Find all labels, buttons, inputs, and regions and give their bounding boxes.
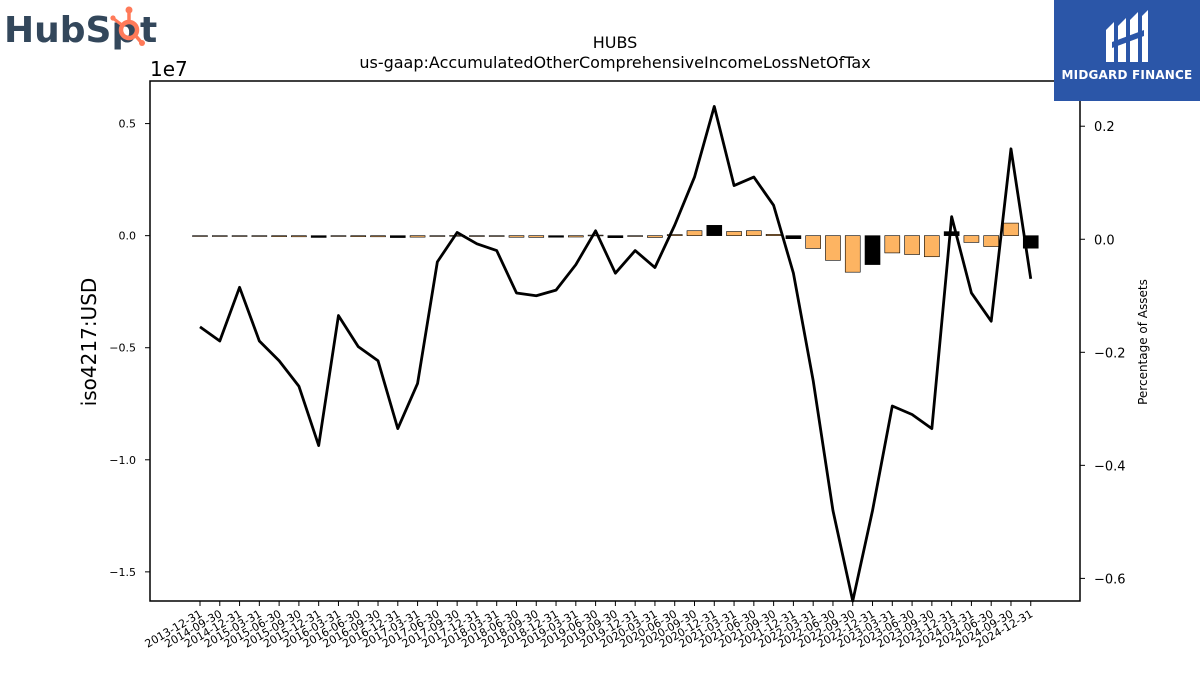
midgard-finance-logo: MIDGARD FINANCE [1054, 0, 1200, 101]
bar [291, 235, 307, 238]
y-tick-label: 0.5 [119, 118, 137, 131]
bar [488, 235, 505, 237]
bar [904, 235, 920, 255]
bar [825, 235, 841, 261]
bar [924, 235, 940, 258]
bar [805, 235, 821, 249]
hubspot-logo: HubSp t [4, 6, 157, 51]
chart-subtitle: us-gaap:AccumulatedOtherComprehensiveInc… [359, 53, 870, 72]
y2-tick-label: 0.0 [1094, 233, 1115, 248]
bar [726, 231, 742, 236]
y2-tick-label: −0.6 [1094, 572, 1126, 587]
bar [765, 234, 782, 236]
bar [429, 235, 446, 237]
bar [983, 235, 1000, 247]
bar [607, 235, 624, 238]
bar [370, 235, 386, 238]
bar [785, 235, 802, 239]
midgard-emblem-icon [1106, 10, 1148, 62]
bar [508, 235, 525, 238]
svg-text:t: t [140, 10, 157, 51]
y2-tick-label: −0.4 [1094, 459, 1126, 474]
bar [568, 235, 584, 238]
bar [627, 235, 643, 237]
midgard-finance-text: MIDGARD FINANCE [1061, 68, 1193, 82]
y-tick-label: −0.5 [109, 342, 136, 355]
bar [251, 235, 268, 237]
bar [864, 235, 881, 265]
bar [706, 225, 723, 236]
bar [647, 235, 663, 238]
bar [1003, 222, 1019, 236]
line-layer [199, 105, 1033, 603]
y-scale-label: 1e7 [150, 57, 188, 81]
y2-tick-label: −0.2 [1094, 346, 1126, 361]
bar [686, 230, 703, 236]
y2-tick-label: 0.2 [1094, 120, 1115, 135]
bar [528, 235, 545, 238]
bar [963, 235, 980, 243]
bar [211, 235, 228, 237]
bar [409, 235, 426, 238]
bar [310, 235, 327, 238]
chart-title: HUBS [593, 33, 638, 52]
bar [469, 235, 485, 237]
bar [389, 235, 406, 238]
y-tick-label: −1.0 [109, 454, 136, 467]
sprocket-icon [110, 6, 145, 46]
bar [666, 234, 683, 236]
bar [271, 235, 287, 237]
y-tick-label: 0.0 [119, 230, 137, 243]
percentage-line [199, 105, 1033, 603]
plot-frame [149, 80, 1081, 602]
bar [746, 230, 762, 236]
bar [548, 235, 564, 238]
svg-text:HubSp: HubSp [4, 10, 137, 51]
bar [884, 235, 901, 254]
axes-layer: 0.50.0−0.5−1.0−1.50.20.0−0.2−0.4−0.62013… [109, 118, 1125, 651]
bar [231, 235, 248, 237]
y2-axis-label: Percentage of Assets [1136, 279, 1150, 405]
y-axis-label: iso4217:USD [77, 278, 101, 407]
bar [330, 235, 347, 237]
bar [587, 234, 604, 237]
y-tick-label: −1.5 [109, 566, 136, 579]
bars-layer [192, 222, 1039, 273]
bar [844, 235, 861, 273]
bar [192, 235, 208, 237]
bar [350, 235, 367, 237]
